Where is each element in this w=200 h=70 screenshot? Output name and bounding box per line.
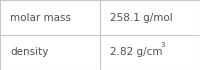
Text: density: density bbox=[10, 47, 48, 57]
Text: 258.1 g/mol: 258.1 g/mol bbox=[110, 13, 173, 23]
Text: 3: 3 bbox=[160, 42, 164, 48]
Text: 2.82 g/cm: 2.82 g/cm bbox=[110, 47, 162, 57]
Text: molar mass: molar mass bbox=[10, 13, 71, 23]
